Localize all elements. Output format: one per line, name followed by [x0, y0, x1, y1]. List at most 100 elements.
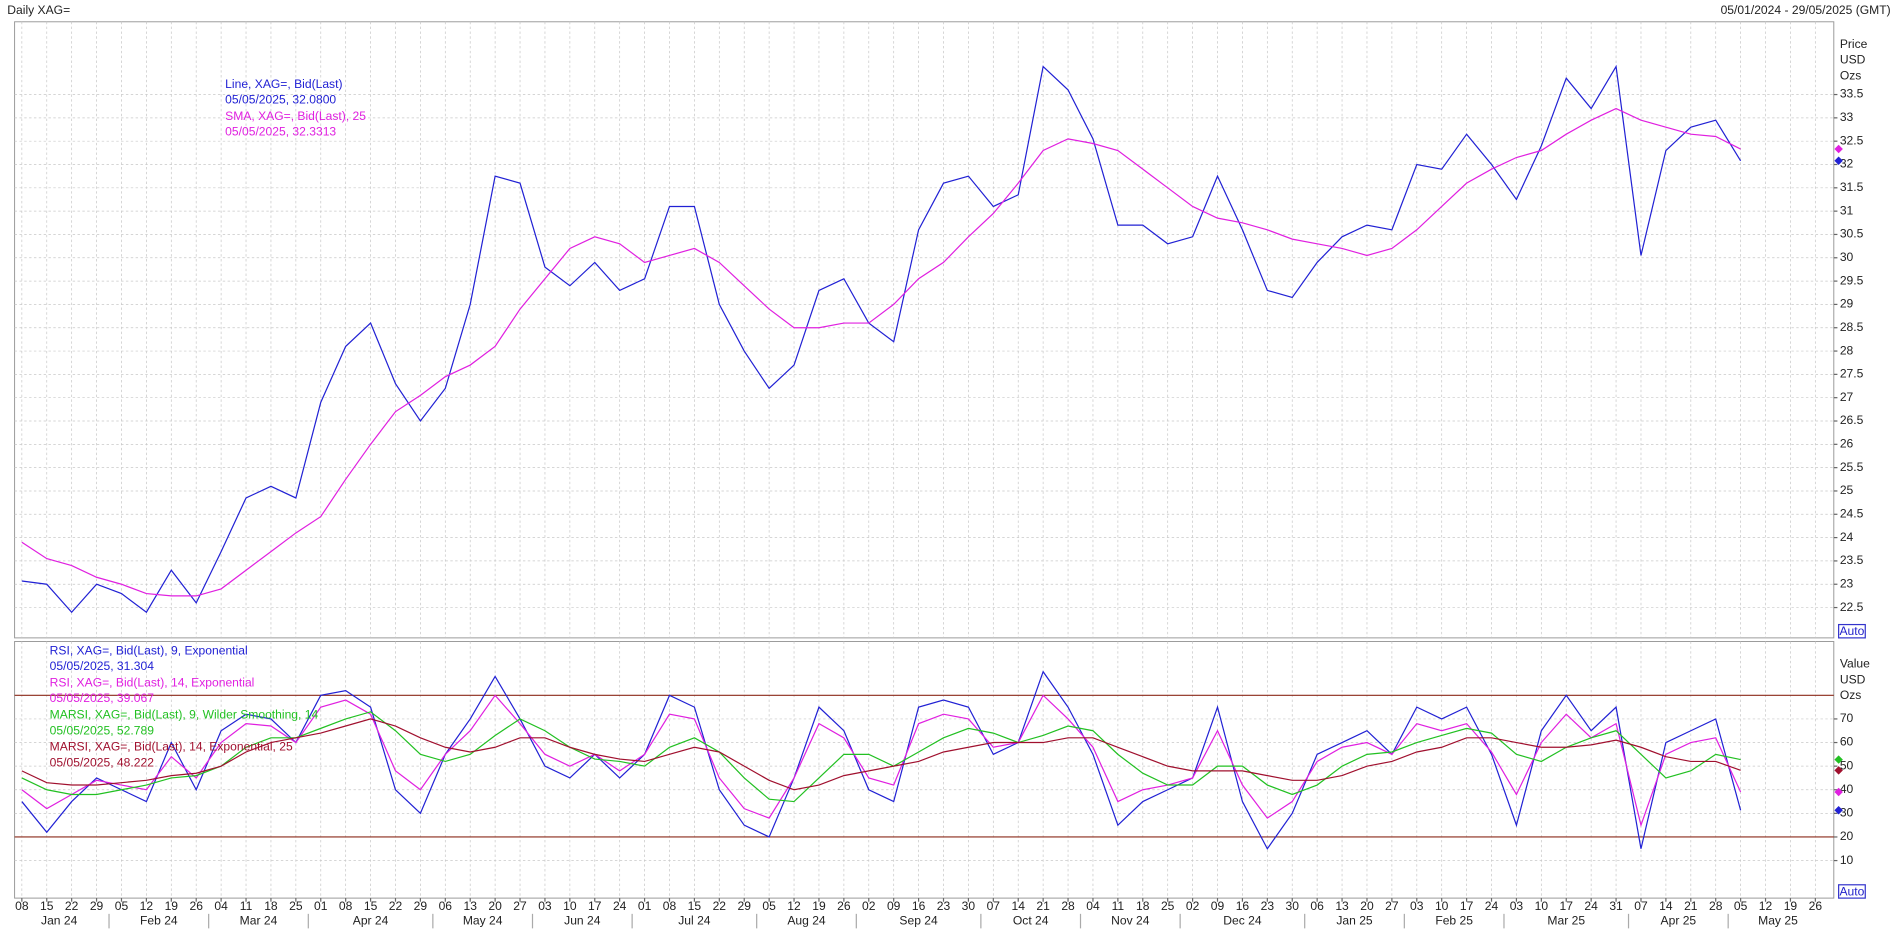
y-tick-label: 28	[1840, 343, 1854, 357]
month-label: May 25	[1758, 913, 1798, 927]
series-line	[21, 694, 1742, 828]
x-tick-label: 19	[1784, 899, 1798, 913]
y-tick-label: 29	[1840, 297, 1854, 311]
x-tick-label: 02	[1186, 899, 1200, 913]
y-tick-label: 30	[1840, 806, 1854, 820]
x-tick-label: 14	[1659, 899, 1673, 913]
month-label: Apr 24	[353, 913, 389, 927]
x-tick-label: 17	[1460, 899, 1474, 913]
legend-value: 05/05/2025, 39.067	[50, 691, 155, 705]
x-tick-label: 26	[1809, 899, 1823, 913]
x-tick-label: 02	[862, 899, 876, 913]
month-label: Oct 24	[1013, 913, 1049, 927]
x-tick-label: 08	[663, 899, 677, 913]
x-tick-label: 26	[189, 899, 203, 913]
plot-layer: 22.5 23 23.5 24 24.5 25 25.5 26 26.5 27 27.5 28 28.5…	[14, 21, 1870, 929]
x-tick-label: 07	[1634, 899, 1648, 913]
last-value-marker	[1834, 787, 1843, 797]
x-tick-label: 20	[1360, 899, 1374, 913]
series-line	[21, 670, 1742, 850]
x-tick-label: 13	[1335, 899, 1349, 913]
x-tick-label: 22	[65, 899, 79, 913]
series-line	[21, 711, 1741, 803]
y-tick-label: 28.5	[1840, 320, 1864, 334]
x-tick-label: 21	[1684, 899, 1698, 913]
auto-button-label: Auto	[1840, 624, 1865, 638]
x-tick-label: 05	[1734, 899, 1748, 913]
x-tick-label: 18	[1136, 899, 1150, 913]
indicator-panel	[14, 641, 1835, 899]
auto-button[interactable]	[1838, 623, 1866, 639]
y-tick-label: 26	[1840, 437, 1854, 451]
month-label: Jul 24	[678, 913, 711, 927]
x-tick-label: 24	[1485, 899, 1499, 913]
x-tick-label: 16	[1236, 899, 1250, 913]
x-tick-label: 17	[1560, 899, 1574, 913]
month-label: Nov 24	[1111, 913, 1150, 927]
month-label: Jan 25	[1336, 913, 1373, 927]
month-label: Jun 24	[564, 913, 601, 927]
legend-name: MARSI, XAG=, Bid(Last), 14, Exponential,…	[50, 740, 293, 754]
x-tick-label: 04	[1086, 899, 1100, 913]
x-tick-label: 03	[538, 899, 552, 913]
x-tick-label: 29	[737, 899, 751, 913]
legend-name: SMA, XAG=, Bid(Last), 25	[225, 109, 366, 123]
x-tick-label: 21	[1036, 899, 1050, 913]
y-tick-label: 20	[1840, 829, 1854, 843]
x-tick-label: 09	[1211, 899, 1225, 913]
y-tick-label: 33	[1840, 110, 1854, 124]
x-tick-label: 12	[140, 899, 154, 913]
x-tick-label: 07	[987, 899, 1001, 913]
x-tick-label: 06	[439, 899, 453, 913]
y-axis-label: Ozs	[1840, 688, 1862, 702]
y-tick-label: 32.5	[1840, 133, 1864, 147]
window-title: Daily XAG=	[7, 3, 70, 17]
legend-value: 05/05/2025, 32.0800	[225, 93, 336, 107]
x-tick-label: 12	[1759, 899, 1773, 913]
y-tick-label: 40	[1840, 782, 1854, 796]
x-tick-label: 01	[314, 899, 328, 913]
auto-button[interactable]	[1838, 884, 1866, 899]
x-tick-label: 25	[1161, 899, 1175, 913]
x-tick-label: 29	[90, 899, 104, 913]
y-tick-label: 25	[1840, 483, 1854, 497]
legend-value: 05/05/2025, 52.789	[50, 723, 155, 737]
y-axis-label: Price	[1840, 37, 1868, 51]
legend-name: MARSI, XAG=, Bid(Last), 9, Wilder Smooth…	[50, 708, 319, 722]
x-tick-label: 04	[214, 899, 228, 913]
y-tick-label: 31.5	[1840, 180, 1864, 194]
last-value-marker	[1834, 156, 1843, 166]
month-label: Feb 24	[140, 913, 178, 927]
x-tick-label: 28	[1709, 899, 1723, 913]
x-tick-label: 08	[15, 899, 29, 913]
x-tick-label: 10	[1435, 899, 1449, 913]
x-tick-label: 03	[1410, 899, 1424, 913]
x-tick-label: 22	[713, 899, 727, 913]
legend-name: RSI, XAG=, Bid(Last), 14, Exponential	[50, 675, 255, 689]
y-tick-label: 30.5	[1840, 227, 1864, 241]
x-tick-label: 05	[115, 899, 129, 913]
x-tick-label: 10	[1535, 899, 1549, 913]
y-tick-label: 31	[1840, 203, 1854, 217]
month-label: Mar 24	[240, 913, 278, 927]
series-line	[21, 64, 1742, 614]
x-tick-label: 06	[1310, 899, 1324, 913]
x-tick-label: 27	[513, 899, 527, 913]
y-tick-label: 33.5	[1840, 87, 1864, 101]
y-tick-label: 27.5	[1840, 367, 1864, 381]
x-tick-label: 11	[240, 899, 253, 913]
month-label: Sep 24	[899, 913, 938, 927]
month-label: Jan 24	[41, 913, 78, 927]
y-tick-label: 10	[1840, 853, 1854, 867]
month-label: Mar 25	[1547, 913, 1585, 927]
y-tick-label: 26.5	[1840, 413, 1864, 427]
x-tick-label: 10	[563, 899, 577, 913]
x-tick-label: 19	[165, 899, 179, 913]
x-tick-label: 20	[488, 899, 502, 913]
x-tick-label: 15	[364, 899, 378, 913]
x-tick-label: 09	[887, 899, 901, 913]
y-tick-label: 24.5	[1840, 506, 1864, 520]
x-tick-label: 31	[1609, 899, 1623, 913]
